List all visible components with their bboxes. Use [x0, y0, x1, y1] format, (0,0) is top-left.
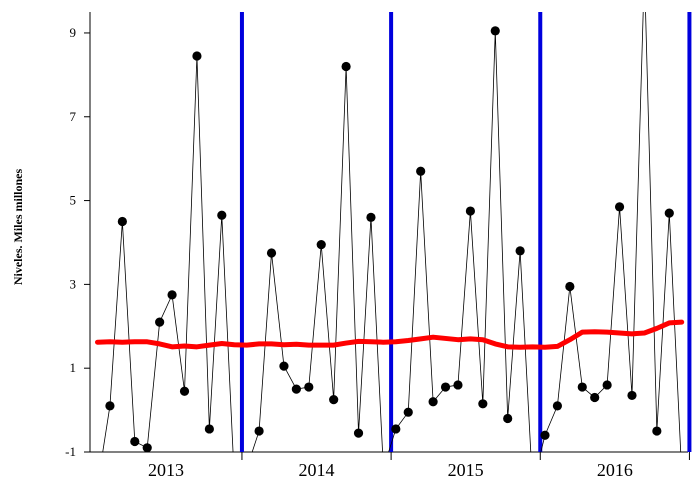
data-point: [155, 317, 165, 327]
data-point: [266, 248, 277, 258]
data-point: [453, 380, 463, 390]
data-point: [142, 443, 152, 453]
y-tick-label: 5: [70, 193, 77, 208]
data-point: [254, 426, 264, 436]
data-point: [465, 206, 475, 216]
data-point: [652, 426, 662, 436]
x-tick-label: 2013: [148, 460, 184, 480]
data-point: [503, 413, 513, 424]
data-point: [515, 246, 525, 256]
data-point: [490, 26, 500, 36]
data-point: [416, 166, 426, 176]
data-point: [440, 382, 451, 392]
data-point: [304, 382, 314, 392]
data-point: [217, 210, 227, 220]
y-tick-label: 1: [70, 360, 77, 375]
data-point: [602, 380, 612, 390]
x-tick-label: 2016: [597, 460, 633, 480]
x-tick-label: 2014: [299, 460, 335, 480]
x-tick-label: 2015: [448, 460, 484, 480]
data-point: [664, 208, 674, 218]
data-point: [552, 401, 563, 411]
y-tick-label: 3: [70, 276, 77, 291]
data-point: [105, 401, 115, 411]
data-point: [329, 395, 339, 405]
data-point: [403, 407, 413, 417]
data-point: [179, 386, 190, 396]
data-point: [117, 216, 127, 227]
y-tick-label: 7: [70, 109, 77, 124]
data-point: [478, 399, 488, 409]
data-point: [577, 382, 587, 392]
data-point: [316, 239, 326, 250]
data-point: [614, 202, 625, 212]
y-axis-title: Niveles. Miles millones: [11, 169, 25, 286]
data-point: [540, 430, 550, 440]
data-point: [167, 290, 177, 300]
y-tick-label: -1: [65, 444, 76, 459]
labels: -1 1 3 5 7 9 Niveles. Miles millones 2013 2014 20…: [11, 25, 633, 480]
year-dividers: [239, 12, 692, 452]
data-point: [192, 51, 202, 61]
data-point: [279, 361, 289, 371]
data-point: [291, 384, 301, 394]
y-tick-label: 9: [70, 25, 77, 40]
data-point: [627, 390, 637, 401]
data-point: [590, 392, 600, 403]
data-point: [204, 424, 214, 434]
data-point: [341, 61, 351, 72]
data-point: [391, 424, 401, 434]
data-point: [366, 212, 376, 222]
trend-line: [95, 319, 685, 350]
data-point: [428, 397, 438, 407]
data-point: [565, 281, 575, 292]
data-points: [105, 26, 674, 453]
data-point: [353, 428, 364, 438]
axes: [84, 12, 690, 460]
data-point: [130, 436, 140, 447]
